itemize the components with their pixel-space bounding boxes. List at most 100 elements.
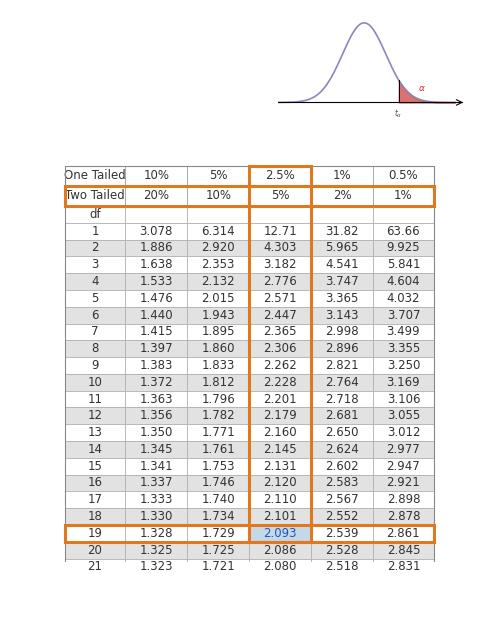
Bar (65, 424, 125, 441)
Text: 1: 1 (91, 225, 99, 238)
Bar (125, 324, 187, 340)
Text: 2.093: 2.093 (263, 527, 297, 540)
Bar (311, 492, 373, 508)
Bar (65, 240, 125, 256)
Text: 2.262: 2.262 (263, 359, 297, 372)
Text: 8: 8 (91, 342, 99, 355)
Bar (373, 525, 433, 542)
Bar (65, 374, 125, 391)
Bar (373, 186, 433, 206)
Text: 10: 10 (88, 375, 102, 389)
Text: 1.341: 1.341 (139, 460, 173, 473)
Bar (65, 558, 125, 575)
Bar (187, 525, 249, 542)
Bar (311, 223, 373, 240)
Bar (311, 324, 373, 340)
Bar (373, 558, 433, 575)
Text: Two Tailed: Two Tailed (65, 189, 125, 203)
Text: 2.120: 2.120 (263, 476, 297, 490)
Text: 1.725: 1.725 (202, 544, 235, 557)
Text: 3.078: 3.078 (139, 225, 173, 238)
Text: 2.353: 2.353 (202, 258, 235, 271)
Bar (65, 290, 125, 307)
Bar (249, 256, 311, 273)
Text: 2.718: 2.718 (325, 392, 359, 406)
Bar (373, 206, 433, 223)
Text: 1.771: 1.771 (201, 426, 235, 439)
Text: One Tailed: One Tailed (64, 169, 126, 182)
Text: 10%: 10% (143, 169, 169, 182)
Bar (187, 256, 249, 273)
Text: 2.998: 2.998 (325, 326, 359, 338)
Text: 6: 6 (91, 309, 99, 322)
Text: 2.528: 2.528 (325, 544, 359, 557)
Text: 2.831: 2.831 (387, 560, 420, 574)
Text: 5%: 5% (209, 169, 227, 182)
Bar (187, 492, 249, 508)
Text: 2.920: 2.920 (202, 242, 235, 254)
Bar (125, 441, 187, 458)
Text: 1.415: 1.415 (139, 326, 173, 338)
Text: 13: 13 (88, 426, 102, 439)
Bar (311, 475, 373, 492)
Bar (187, 374, 249, 391)
Bar (187, 408, 249, 424)
Text: 1.328: 1.328 (139, 527, 173, 540)
Text: 1.833: 1.833 (202, 359, 235, 372)
Bar (65, 324, 125, 340)
Text: 3.355: 3.355 (387, 342, 420, 355)
Bar (373, 166, 433, 186)
Text: 1.323: 1.323 (139, 560, 173, 574)
Text: 2.131: 2.131 (263, 460, 297, 473)
Text: 3.143: 3.143 (325, 309, 359, 322)
Text: 1.372: 1.372 (139, 375, 173, 389)
Text: 2.977: 2.977 (387, 443, 420, 456)
Text: 4.303: 4.303 (263, 242, 297, 254)
Text: 63.66: 63.66 (387, 225, 420, 238)
Text: 1.638: 1.638 (139, 258, 173, 271)
Text: 2.583: 2.583 (325, 476, 359, 490)
Text: 1.333: 1.333 (139, 493, 173, 506)
Bar (249, 408, 311, 424)
Bar (65, 206, 125, 223)
Text: 1.330: 1.330 (139, 510, 173, 523)
Bar (249, 206, 311, 223)
Text: 3: 3 (91, 258, 99, 271)
Bar (373, 273, 433, 290)
Bar (125, 542, 187, 558)
Text: 2.552: 2.552 (325, 510, 359, 523)
Text: 15: 15 (88, 460, 102, 473)
Bar (125, 508, 187, 525)
Bar (373, 256, 433, 273)
Bar (249, 324, 311, 340)
Bar (373, 340, 433, 357)
Bar (373, 408, 433, 424)
Bar (249, 525, 311, 542)
Bar (373, 307, 433, 324)
Bar (125, 273, 187, 290)
Text: 2%: 2% (333, 189, 352, 203)
Text: 5.841: 5.841 (387, 258, 420, 271)
Text: 2.101: 2.101 (263, 510, 297, 523)
Text: 2.080: 2.080 (263, 560, 297, 574)
Text: 1.753: 1.753 (202, 460, 235, 473)
Bar (125, 424, 187, 441)
Text: 2.179: 2.179 (263, 410, 297, 422)
Text: 2.160: 2.160 (263, 426, 297, 439)
Text: 3.055: 3.055 (387, 410, 420, 422)
Text: df: df (89, 208, 101, 221)
Text: 2.821: 2.821 (325, 359, 359, 372)
Bar (187, 391, 249, 408)
Bar (249, 441, 311, 458)
Text: 31.82: 31.82 (325, 225, 359, 238)
Bar (65, 223, 125, 240)
Text: 3.169: 3.169 (387, 375, 420, 389)
Bar (65, 307, 125, 324)
Text: 1.812: 1.812 (202, 375, 235, 389)
Bar (249, 374, 311, 391)
Bar (311, 256, 373, 273)
Text: 1.476: 1.476 (139, 292, 173, 305)
Text: 2.365: 2.365 (263, 326, 297, 338)
Bar (249, 240, 311, 256)
Bar (187, 273, 249, 290)
